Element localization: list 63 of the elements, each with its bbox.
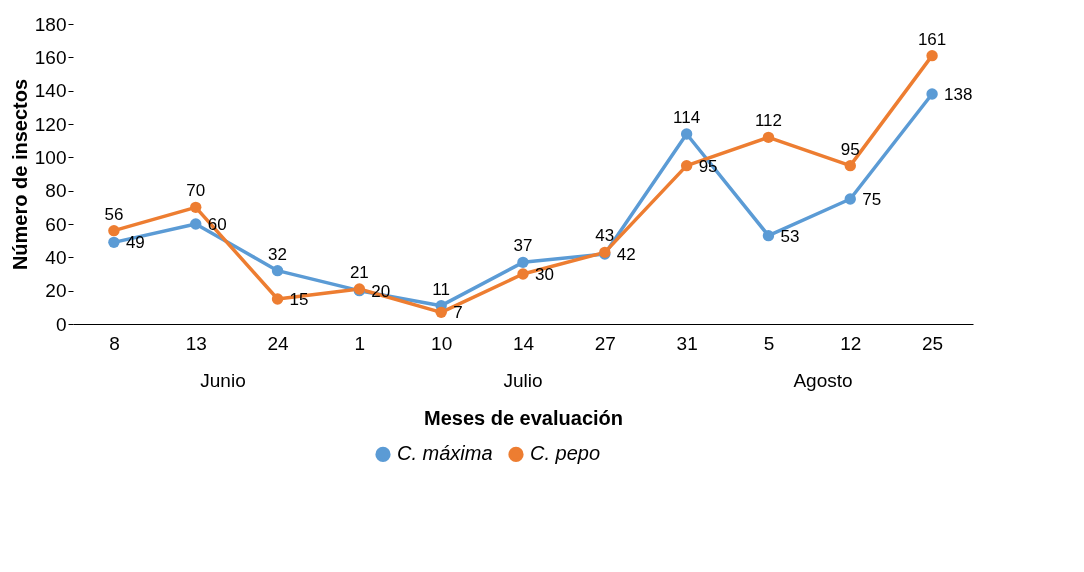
point	[844, 193, 856, 205]
y-tick-label: 180	[34, 13, 67, 35]
point	[108, 236, 120, 249]
y-tick-label: 160	[34, 46, 67, 68]
data-label: 70	[186, 181, 206, 201]
data-label: 56	[104, 204, 124, 224]
y-tick-label: 20	[45, 280, 67, 302]
data-label: 95	[840, 139, 860, 159]
text: Julio	[503, 370, 543, 391]
text: Junio	[200, 370, 246, 391]
data-label: 30	[535, 265, 554, 284]
y-axis-title: Número de insectos	[8, 78, 31, 271]
point	[517, 256, 529, 269]
data-label: 75	[862, 190, 882, 209]
point	[680, 128, 693, 140]
y-tick-label: 100	[34, 146, 67, 168]
point	[762, 131, 775, 144]
data-label: 37	[513, 236, 533, 256]
data-label: 49	[125, 233, 145, 253]
data-label: 138	[944, 85, 973, 104]
data-label: 53	[780, 226, 800, 246]
x-tick-label: 5	[763, 332, 775, 354]
y-tick-label: 60	[45, 213, 67, 235]
x-tick-label: 1	[354, 332, 366, 354]
y-tick-label: 140	[34, 80, 67, 102]
point	[271, 264, 284, 277]
x-tick-label: 12	[840, 332, 862, 354]
legend-label: C. pepo	[530, 442, 601, 465]
x-tick-label: 31	[676, 332, 698, 354]
data-label: 42	[616, 245, 636, 264]
text: Agosto	[793, 370, 853, 391]
point	[926, 88, 938, 100]
x-tick-label: 27	[594, 332, 616, 354]
x-tick-label: 24	[267, 332, 290, 354]
y-tick-label: 80	[45, 180, 67, 202]
x-tick-label: 25	[922, 332, 944, 354]
data-label: 43	[595, 226, 615, 246]
point	[108, 224, 120, 237]
point	[435, 306, 447, 319]
point	[190, 201, 202, 214]
x-tick-label: 10	[431, 332, 453, 354]
data-label: 7	[453, 303, 463, 323]
point	[926, 49, 938, 62]
data-label: 11	[432, 279, 451, 299]
y-tick-label: 40	[45, 246, 67, 268]
legend-label: C. máxima	[397, 442, 493, 465]
x-tick-label: 13	[185, 332, 207, 354]
y-tick-label: 120	[34, 113, 67, 135]
point	[680, 159, 693, 172]
x-axis-title: Meses de evaluación	[424, 406, 623, 429]
point	[190, 218, 202, 230]
data-label: 112	[754, 111, 783, 131]
data-label: 32	[268, 244, 288, 264]
data-label: 161	[917, 29, 947, 49]
point	[271, 293, 284, 305]
point	[844, 159, 856, 172]
data-label: 21	[349, 263, 369, 282]
x-tick-label: 8	[109, 332, 120, 354]
data-label: 114	[673, 108, 701, 127]
point	[762, 229, 775, 242]
point	[517, 268, 529, 280]
x-tick-label: 14	[512, 332, 535, 354]
y-tick-label: 0	[55, 313, 67, 335]
